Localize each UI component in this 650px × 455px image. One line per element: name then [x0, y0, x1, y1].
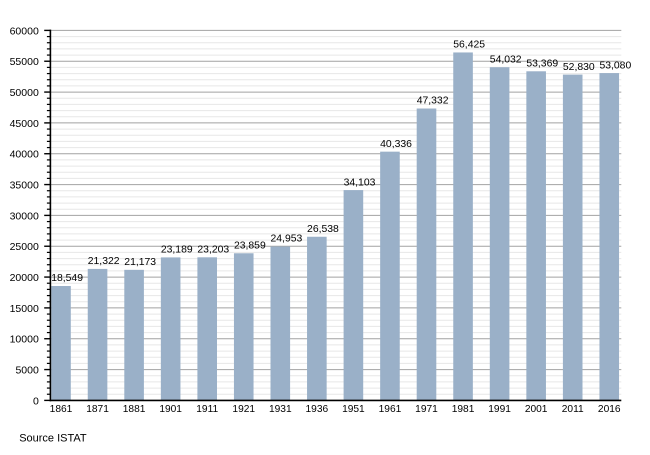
- svg-text:1951: 1951: [342, 404, 365, 415]
- svg-text:1981: 1981: [452, 404, 475, 415]
- svg-text:1911: 1911: [196, 404, 218, 415]
- svg-text:23,189: 23,189: [161, 245, 193, 256]
- svg-text:26,538: 26,538: [307, 224, 339, 235]
- svg-text:1881: 1881: [123, 404, 146, 415]
- svg-text:50000: 50000: [10, 87, 39, 99]
- svg-text:1901: 1901: [159, 404, 182, 415]
- svg-text:23,203: 23,203: [197, 245, 229, 256]
- svg-text:21,173: 21,173: [124, 257, 156, 268]
- svg-text:34,103: 34,103: [344, 177, 376, 188]
- svg-text:1921: 1921: [232, 404, 255, 415]
- svg-text:24,953: 24,953: [271, 234, 303, 245]
- svg-text:0: 0: [33, 395, 39, 407]
- svg-text:2001: 2001: [525, 404, 548, 415]
- svg-text:40000: 40000: [10, 149, 39, 161]
- svg-text:1931: 1931: [269, 404, 292, 415]
- svg-text:1861: 1861: [50, 404, 73, 415]
- svg-text:1961: 1961: [379, 404, 402, 415]
- svg-text:5000: 5000: [15, 365, 39, 377]
- svg-text:25000: 25000: [10, 241, 39, 253]
- svg-text:10000: 10000: [10, 334, 39, 346]
- svg-text:47,332: 47,332: [417, 96, 449, 107]
- svg-text:40,336: 40,336: [380, 139, 412, 150]
- svg-text:2016: 2016: [598, 404, 621, 415]
- svg-text:21,322: 21,322: [88, 256, 120, 267]
- svg-text:2011: 2011: [562, 404, 584, 415]
- svg-text:1971: 1971: [415, 404, 438, 415]
- svg-text:45000: 45000: [10, 118, 39, 130]
- svg-text:53,080: 53,080: [599, 60, 631, 71]
- svg-text:53,369: 53,369: [526, 58, 558, 69]
- svg-text:60000: 60000: [10, 25, 39, 37]
- svg-text:30000: 30000: [10, 210, 39, 222]
- svg-text:1871: 1871: [86, 404, 109, 415]
- svg-text:15000: 15000: [10, 303, 39, 315]
- svg-text:56,425: 56,425: [453, 40, 485, 51]
- svg-text:35000: 35000: [10, 180, 39, 192]
- svg-text:52,830: 52,830: [563, 62, 595, 73]
- svg-text:54,032: 54,032: [490, 54, 522, 65]
- svg-text:20000: 20000: [10, 272, 39, 284]
- svg-text:1991: 1991: [488, 404, 511, 415]
- svg-text:Source ISTAT: Source ISTAT: [19, 433, 87, 445]
- svg-text:23,859: 23,859: [234, 240, 266, 251]
- svg-text:1936: 1936: [306, 404, 329, 415]
- svg-text:18,549: 18,549: [51, 273, 83, 284]
- svg-text:55000: 55000: [10, 56, 39, 68]
